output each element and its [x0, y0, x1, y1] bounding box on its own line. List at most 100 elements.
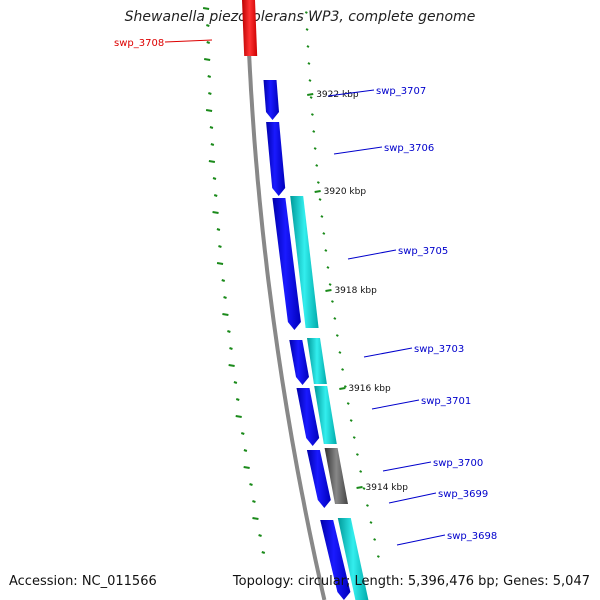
label-leader-line [347, 249, 397, 260]
gc-tick-inner [261, 551, 266, 554]
gc-tick-inner [249, 483, 253, 486]
gc-tick-inner [221, 279, 226, 282]
gc-tick-outer [318, 198, 322, 201]
gc-tick-outer [330, 300, 334, 303]
kbp-tick-mark [356, 486, 363, 489]
backbone-line [245, 0, 327, 600]
gc-tick-inner [208, 92, 212, 95]
gc-tick-inner [206, 24, 210, 27]
gc-tick-inner [229, 347, 233, 350]
kbp-tick-mark [307, 93, 314, 96]
gc-tick-inner [210, 143, 215, 146]
gene-arrow [307, 338, 327, 384]
gene-label: swp_3706 [384, 143, 434, 154]
gc-tick-outer [312, 130, 316, 133]
gc-tick-outer [373, 538, 377, 541]
gc-tick-outer [338, 351, 342, 354]
gc-tick-inner [258, 534, 262, 537]
gc-tick-inner [233, 381, 238, 384]
gc-tick-outer [322, 232, 326, 235]
gc-tick-outer [343, 385, 347, 388]
gc-tick-outer [316, 181, 320, 184]
gene-arrow [290, 196, 319, 328]
gc-tick-outer [320, 215, 324, 218]
gc-tick-inner [223, 296, 227, 299]
gc-tick-outer [310, 113, 314, 116]
gc-tick-outer [315, 164, 319, 167]
gc-tick-outer [309, 96, 313, 99]
gc-tick-inner [218, 245, 222, 248]
gc-tick-outer [355, 453, 359, 456]
gc-tick-outer [305, 28, 309, 31]
gc-tick-outer [307, 62, 311, 65]
gc-tick-inner [202, 7, 210, 10]
gc-tick-outer [369, 521, 373, 524]
gene-arrow [289, 340, 309, 385]
gene-arrow [306, 450, 331, 508]
label-leader-line [371, 399, 420, 410]
gc-tick-outer [352, 436, 356, 439]
gc-tick-inner [206, 41, 211, 44]
label-leader-line [388, 492, 437, 504]
gc-tick-inner [243, 449, 248, 452]
gc-tick-outer [326, 266, 330, 269]
gene-arrow [320, 520, 351, 600]
gc-tick-inner [209, 126, 214, 129]
gc-tick-inner [235, 398, 240, 401]
gc-tick-outer [359, 470, 363, 473]
gc-tick-outer [366, 504, 369, 507]
gc-tick-outer [304, 11, 308, 14]
gc-tick-inner [212, 211, 219, 214]
map-title: Shewanella piezotolerans WP3, complete g… [124, 9, 476, 25]
gene-arrow [242, 0, 258, 56]
kbp-tick-mark [325, 289, 332, 292]
gc-tick-inner [216, 262, 224, 265]
label-leader-line [164, 39, 213, 43]
gc-tick-outer [376, 555, 380, 558]
gc-tick-outer [313, 147, 317, 150]
gc-tick-outer [349, 419, 353, 422]
genome-summary-text: Topology: circular; Length: 5,396,476 bp… [232, 574, 590, 589]
gc-tick-outer [306, 45, 310, 48]
label-leader-line [363, 347, 413, 358]
kbp-tick-label: 3916 kbp [348, 384, 391, 394]
gc-tick-outer [341, 368, 345, 371]
gc-tick-outer [308, 79, 312, 82]
gc-tick-outer [335, 334, 339, 337]
gc-tick-outer [362, 487, 366, 490]
gc-tick-inner [252, 517, 259, 520]
gene-label: swp_3703 [414, 344, 464, 355]
gc-tick-inner [207, 75, 212, 78]
gene-features [242, 0, 369, 600]
gc-tick-inner [235, 415, 242, 418]
gc-tick-outer [328, 283, 332, 286]
gene-label: swp_3708 [114, 38, 164, 49]
gc-tick-inner [243, 466, 250, 469]
gc-tick-inner [205, 109, 213, 112]
gc-tick-inner [212, 177, 217, 180]
kbp-tick-mark [339, 387, 346, 390]
gc-tick-inner [252, 500, 256, 503]
gc-tick-outer [333, 317, 337, 320]
kbp-tick-label: 3918 kbp [334, 286, 377, 296]
gc-tick-inner [208, 160, 216, 163]
gene-labels: swp_3708 swp_3707 swp_3706 swp_3705 swp_3703… [114, 38, 497, 546]
kbp-tick-label: 3914 kbp [366, 483, 409, 493]
gene-label: swp_3699 [438, 489, 488, 500]
kbp-tick-label: 3920 kbp [324, 187, 367, 197]
gc-tick-outer [324, 249, 328, 252]
gc-tick-inner [216, 228, 221, 231]
label-leader-line [396, 534, 446, 546]
gene-label: swp_3701 [421, 396, 471, 407]
label-leader-line [382, 461, 432, 472]
gene-label: swp_3698 [447, 531, 497, 542]
gc-tick-inner [203, 58, 211, 61]
gene-label: swp_3707 [376, 86, 426, 97]
gene-arrow [266, 122, 286, 196]
gc-tick-inner [227, 330, 231, 333]
label-leader-line [333, 146, 383, 155]
gc-tick-inner [222, 313, 229, 316]
gc-tick-inner [240, 432, 245, 435]
accession-text: Accession: NC_011566 [9, 574, 157, 589]
